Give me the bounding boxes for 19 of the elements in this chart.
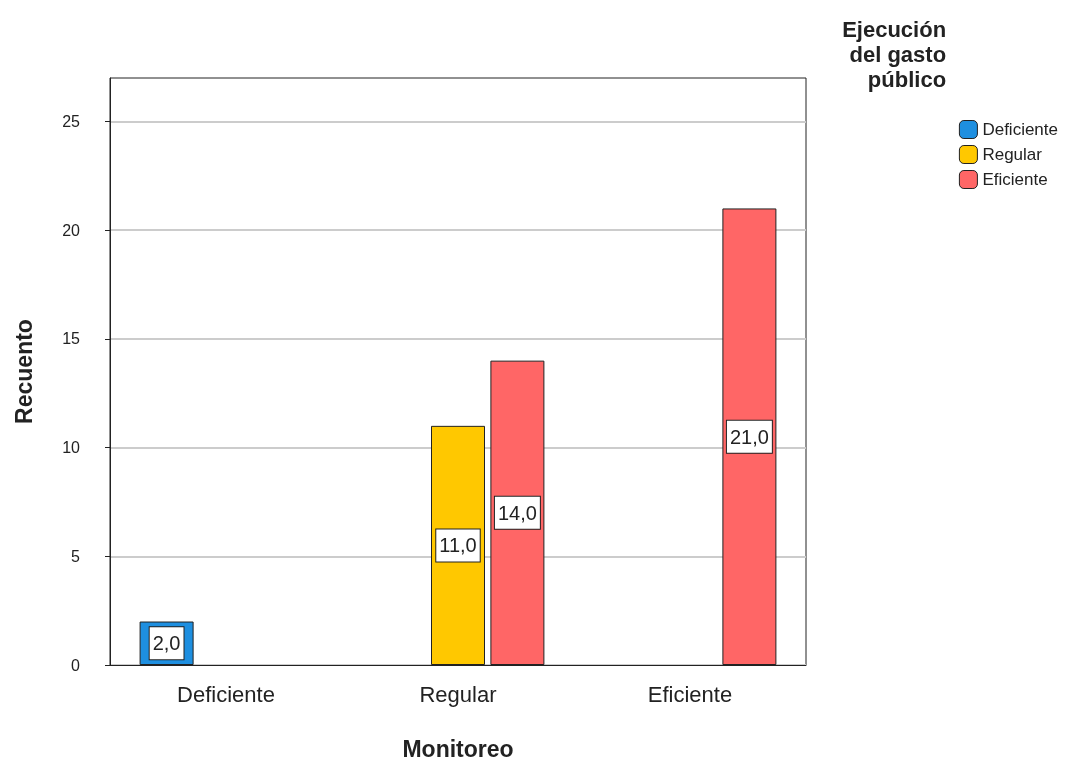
y-tick-label: 20 [62, 221, 81, 239]
x-axis-title: Monitoreo [402, 735, 514, 762]
x-tick-label: Eficiente [647, 681, 733, 707]
data-label: 21,0 [729, 425, 769, 448]
legend-label: Eficiente [982, 170, 1048, 189]
y-tick-label: 25 [62, 112, 81, 130]
y-tick-label: 10 [62, 439, 81, 457]
legend-label: Regular [982, 145, 1043, 164]
data-label: 11,0 [439, 534, 477, 557]
y-tick-label: 0 [71, 656, 81, 674]
data-label: 2,0 [152, 632, 181, 655]
y-tick-label: 5 [71, 547, 81, 565]
y-axis-title: Recuento [10, 319, 37, 424]
x-tick-label: Deficiente [177, 681, 275, 707]
legend-title: Ejecución del gasto público [842, 17, 947, 92]
legend-label: Deficiente [982, 120, 1059, 139]
y-tick-label: 15 [62, 330, 81, 348]
x-tick-label: Regular [419, 681, 497, 707]
data-label: 14,0 [497, 501, 537, 524]
